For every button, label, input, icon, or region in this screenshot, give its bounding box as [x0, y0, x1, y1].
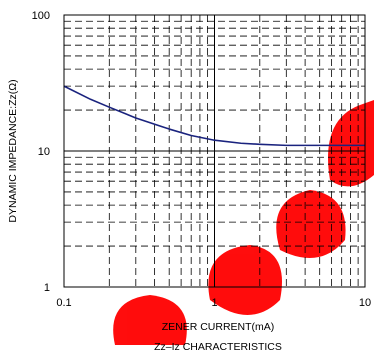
- x-tick-label: 1: [211, 297, 217, 309]
- x-tick-label: 10: [359, 297, 371, 309]
- y-tick-label: 100: [32, 10, 50, 22]
- watermark-shape-2: [208, 245, 282, 315]
- series-layer: [63, 85, 365, 147]
- grid: [64, 15, 365, 287]
- y-tick-label: 10: [38, 146, 50, 158]
- y-tick-label: 1: [44, 282, 50, 294]
- watermark-shape-3: [276, 190, 346, 258]
- chart-title: Zz–Iz CHARACTERISTICS: [154, 341, 282, 353]
- tick-labels: 0.1 1 10 1 10 100: [32, 10, 371, 309]
- series-line: [63, 85, 365, 147]
- watermark: [113, 100, 374, 345]
- watermark-shape-4: [328, 100, 374, 187]
- x-tick-label: 0.1: [56, 297, 71, 309]
- y-axis-title: DYNAMIC IMPEDANCE:Zz(Ω): [7, 79, 19, 222]
- watermark-shape-1: [113, 295, 187, 345]
- x-axis-title: ZENER CURRENT(mA): [162, 321, 275, 333]
- plot-frame: [63, 14, 366, 288]
